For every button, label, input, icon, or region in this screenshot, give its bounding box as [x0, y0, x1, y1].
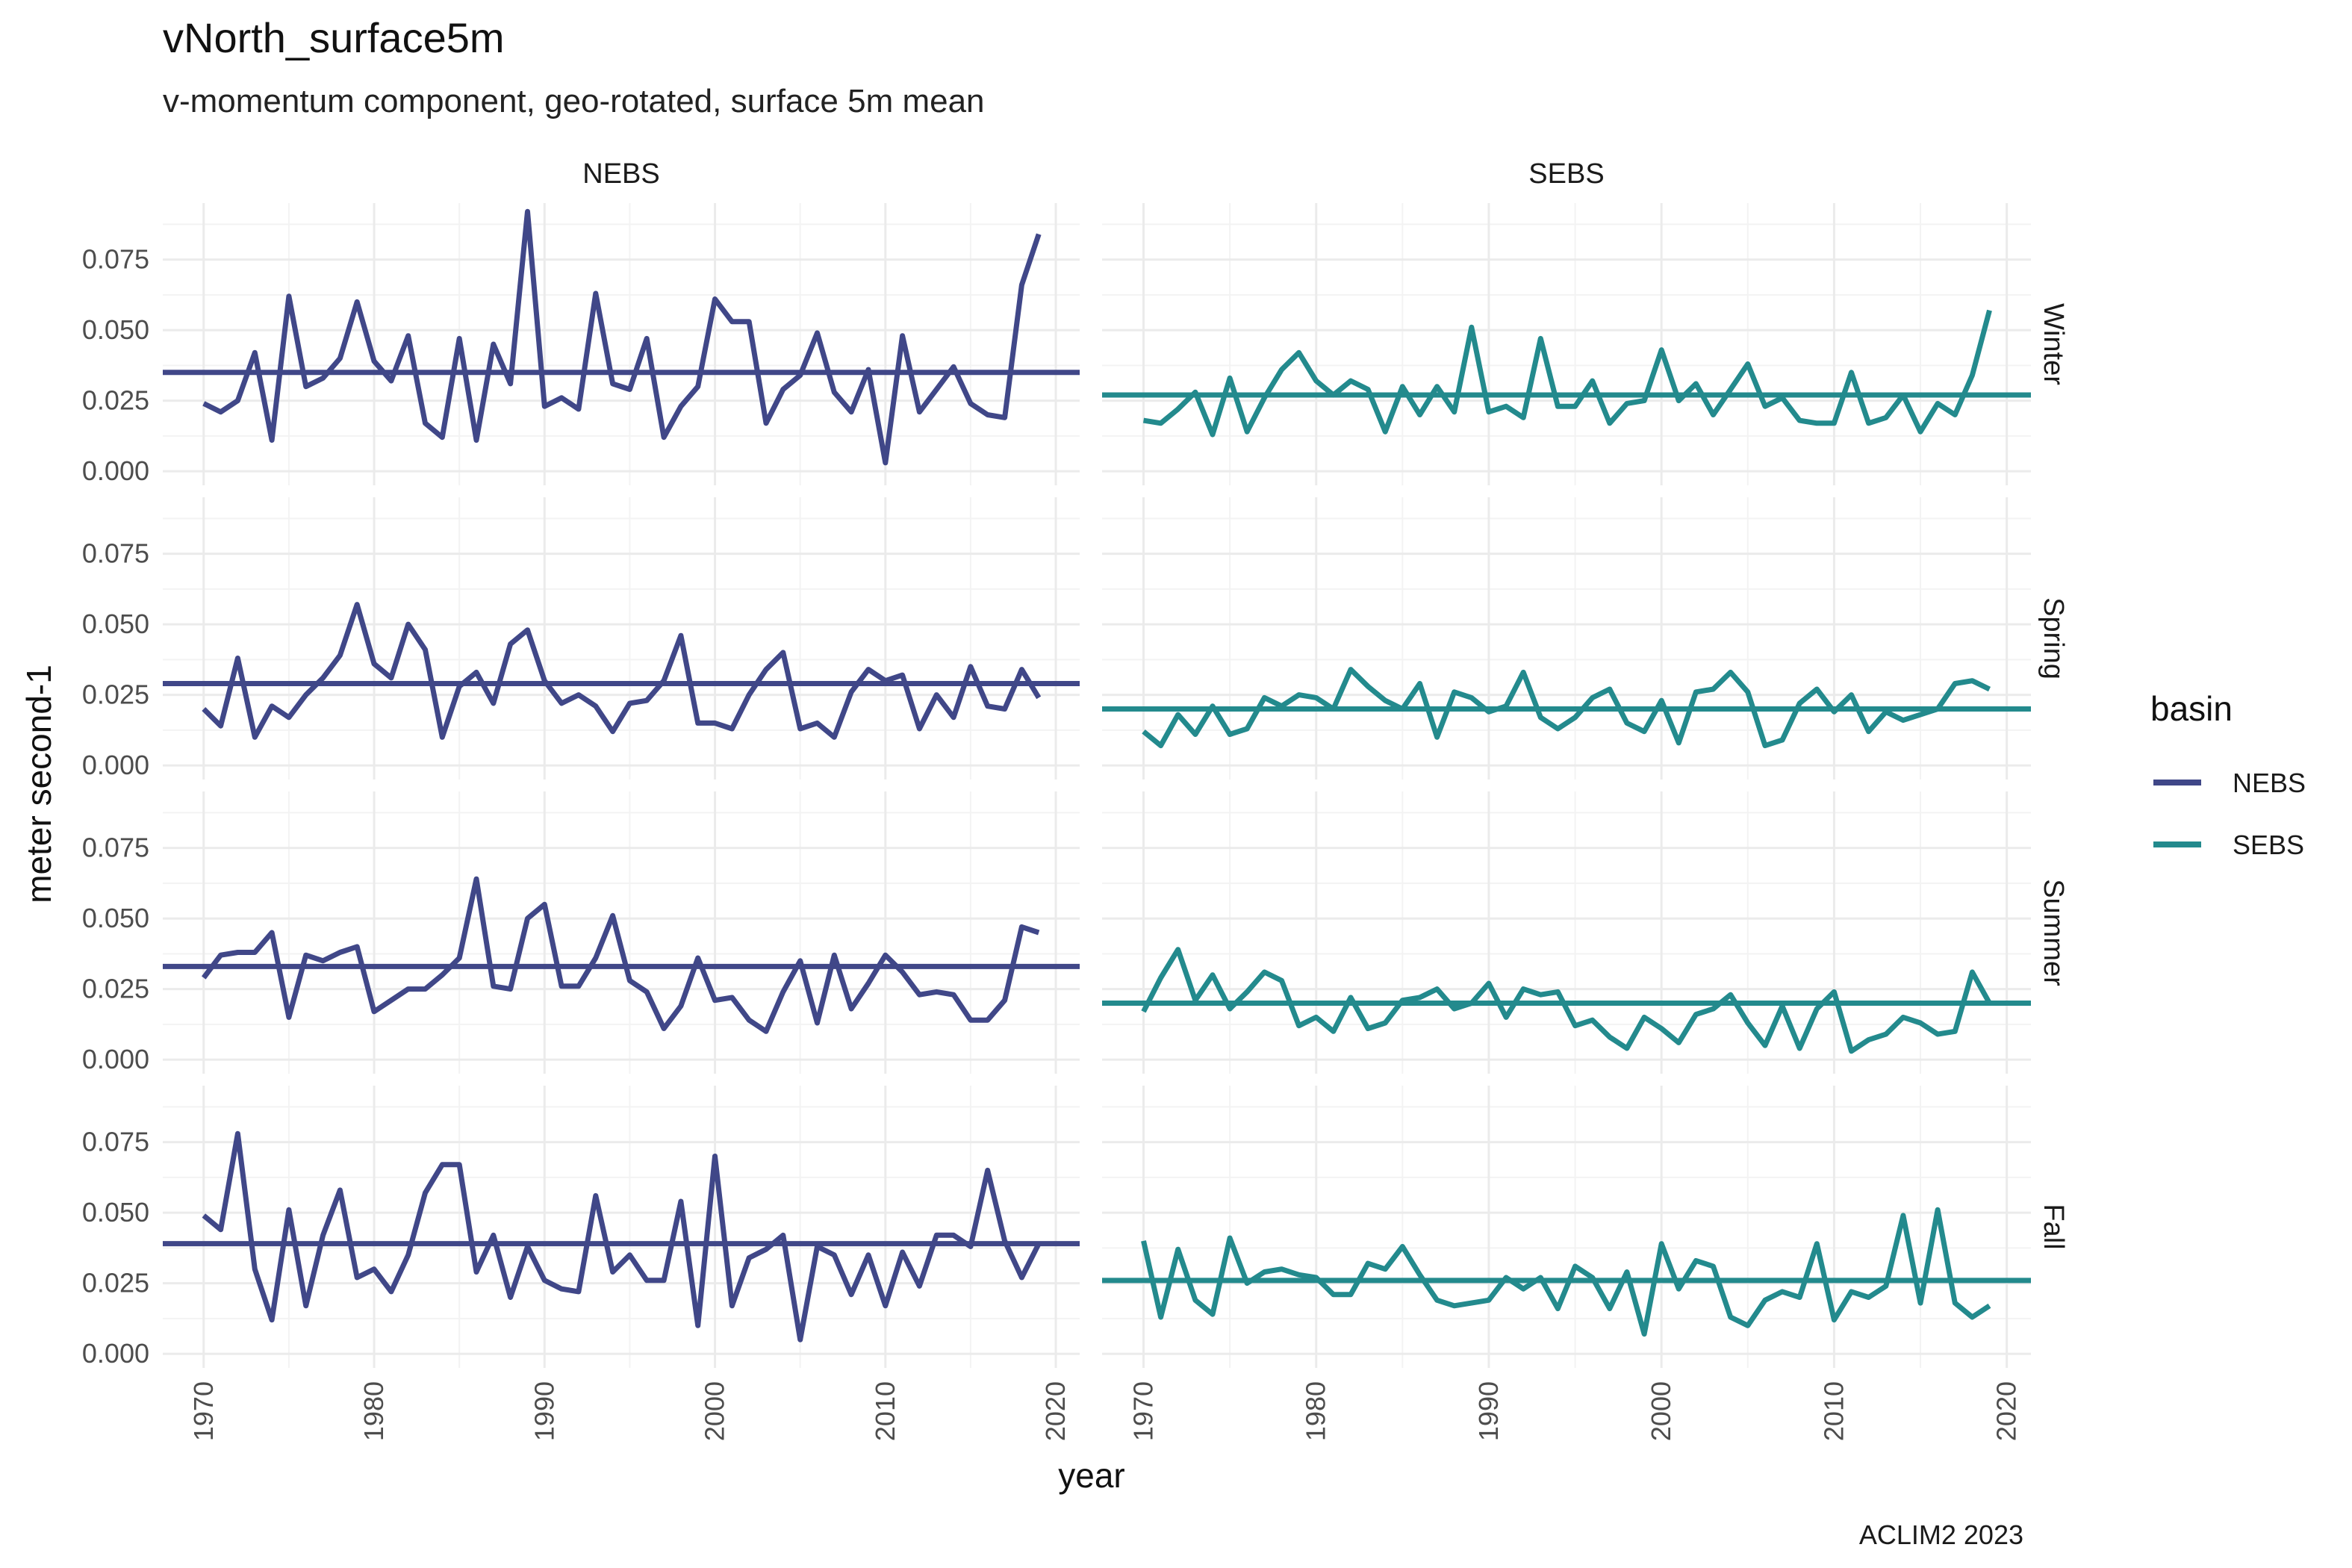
legend-label-sebs: SEBS — [2233, 830, 2304, 860]
strip-label-summer: Summer — [2038, 879, 2069, 986]
series-line-sebs-fall — [1141, 1207, 1991, 1337]
y-tick-label: 0.000 — [82, 455, 149, 486]
x-tick-label: 1980 — [1301, 1381, 1331, 1441]
series-line-nebs-fall — [202, 1130, 1042, 1343]
panel-summer-sebs — [1102, 791, 2031, 1074]
y-tick-label: 0.050 — [82, 314, 149, 345]
x-tick-label: 2020 — [1991, 1381, 2022, 1441]
x-tick-label: 1970 — [188, 1381, 219, 1441]
panel-fall-sebs — [1102, 1086, 2031, 1368]
legend-title: basin — [2150, 689, 2233, 728]
x-tick-label: 2020 — [1040, 1381, 1071, 1441]
panel-spring-nebs — [163, 497, 1080, 780]
y-tick-label: 0.025 — [82, 974, 149, 1004]
series-line-sebs-spring — [1142, 667, 1991, 749]
series-line-sebs-summer — [1141, 947, 1992, 1054]
x-tick-label: 1990 — [1473, 1381, 1504, 1441]
x-axis-title: year — [1058, 1456, 1124, 1495]
x-tick-label: 1990 — [529, 1381, 559, 1441]
panel-spring-sebs — [1102, 497, 2031, 780]
y-axis-ticks: 0.000 0.025 0.050 0.075 0.000 0.025 0.050 0.075… — [82, 244, 149, 1369]
x-tick-label: 1970 — [1127, 1381, 1158, 1441]
series-line-sebs-winter — [1142, 309, 1992, 438]
panel-winter-sebs — [1102, 203, 2031, 485]
panel-summer-nebs — [163, 791, 1080, 1074]
x-tick-label: 2010 — [1818, 1381, 1849, 1441]
y-tick-label: 0.050 — [82, 903, 149, 933]
legend-label-nebs: NEBS — [2233, 768, 2306, 798]
facet-panels — [163, 203, 2031, 1368]
panel-fall-nebs — [163, 1086, 1080, 1368]
y-tick-label: 0.075 — [82, 833, 149, 863]
y-tick-label: 0.000 — [82, 750, 149, 780]
y-tick-label: 0.075 — [82, 538, 149, 569]
panel-winter-nebs — [163, 203, 1080, 485]
strip-label-sebs: SEBS — [1528, 158, 1604, 190]
x-tick-label: 2010 — [870, 1381, 900, 1441]
legend: basin NEBS SEBS — [2150, 689, 2306, 860]
chart-title: vNorth_surface5m — [163, 14, 505, 61]
x-tick-label: 2000 — [1646, 1381, 1676, 1441]
x-tick-label: 1980 — [358, 1381, 389, 1441]
y-tick-label: 0.025 — [82, 1268, 149, 1298]
series-line-nebs-spring — [202, 602, 1042, 740]
chart-subtitle: v-momentum component, geo-rotated, surfa… — [163, 83, 985, 119]
y-tick-label: 0.025 — [82, 679, 149, 710]
chart-caption: ACLIM2 2023 — [1859, 1519, 2023, 1550]
strip-label-fall: Fall — [2038, 1204, 2069, 1249]
y-tick-label: 0.025 — [82, 385, 149, 416]
y-tick-label: 0.050 — [82, 609, 149, 639]
series-line-nebs-winter — [202, 208, 1042, 466]
y-tick-label: 0.000 — [82, 1044, 149, 1074]
y-tick-label: 0.000 — [82, 1338, 149, 1369]
strip-label-spring: Spring — [2038, 597, 2069, 679]
y-tick-label: 0.075 — [82, 244, 149, 275]
x-tick-label: 2000 — [700, 1381, 730, 1441]
strip-label-nebs: NEBS — [582, 158, 659, 190]
series-line-nebs-summer — [202, 876, 1040, 1034]
x-axis-ticks: 1970 1980 1990 2000 2010 2020 1970 1980 1990 2000… — [188, 1381, 2022, 1441]
y-axis-title: meter second-1 — [19, 665, 58, 903]
y-tick-label: 0.050 — [82, 1197, 149, 1228]
y-tick-label: 0.075 — [82, 1127, 149, 1157]
strip-label-winter: Winter — [2038, 303, 2069, 385]
